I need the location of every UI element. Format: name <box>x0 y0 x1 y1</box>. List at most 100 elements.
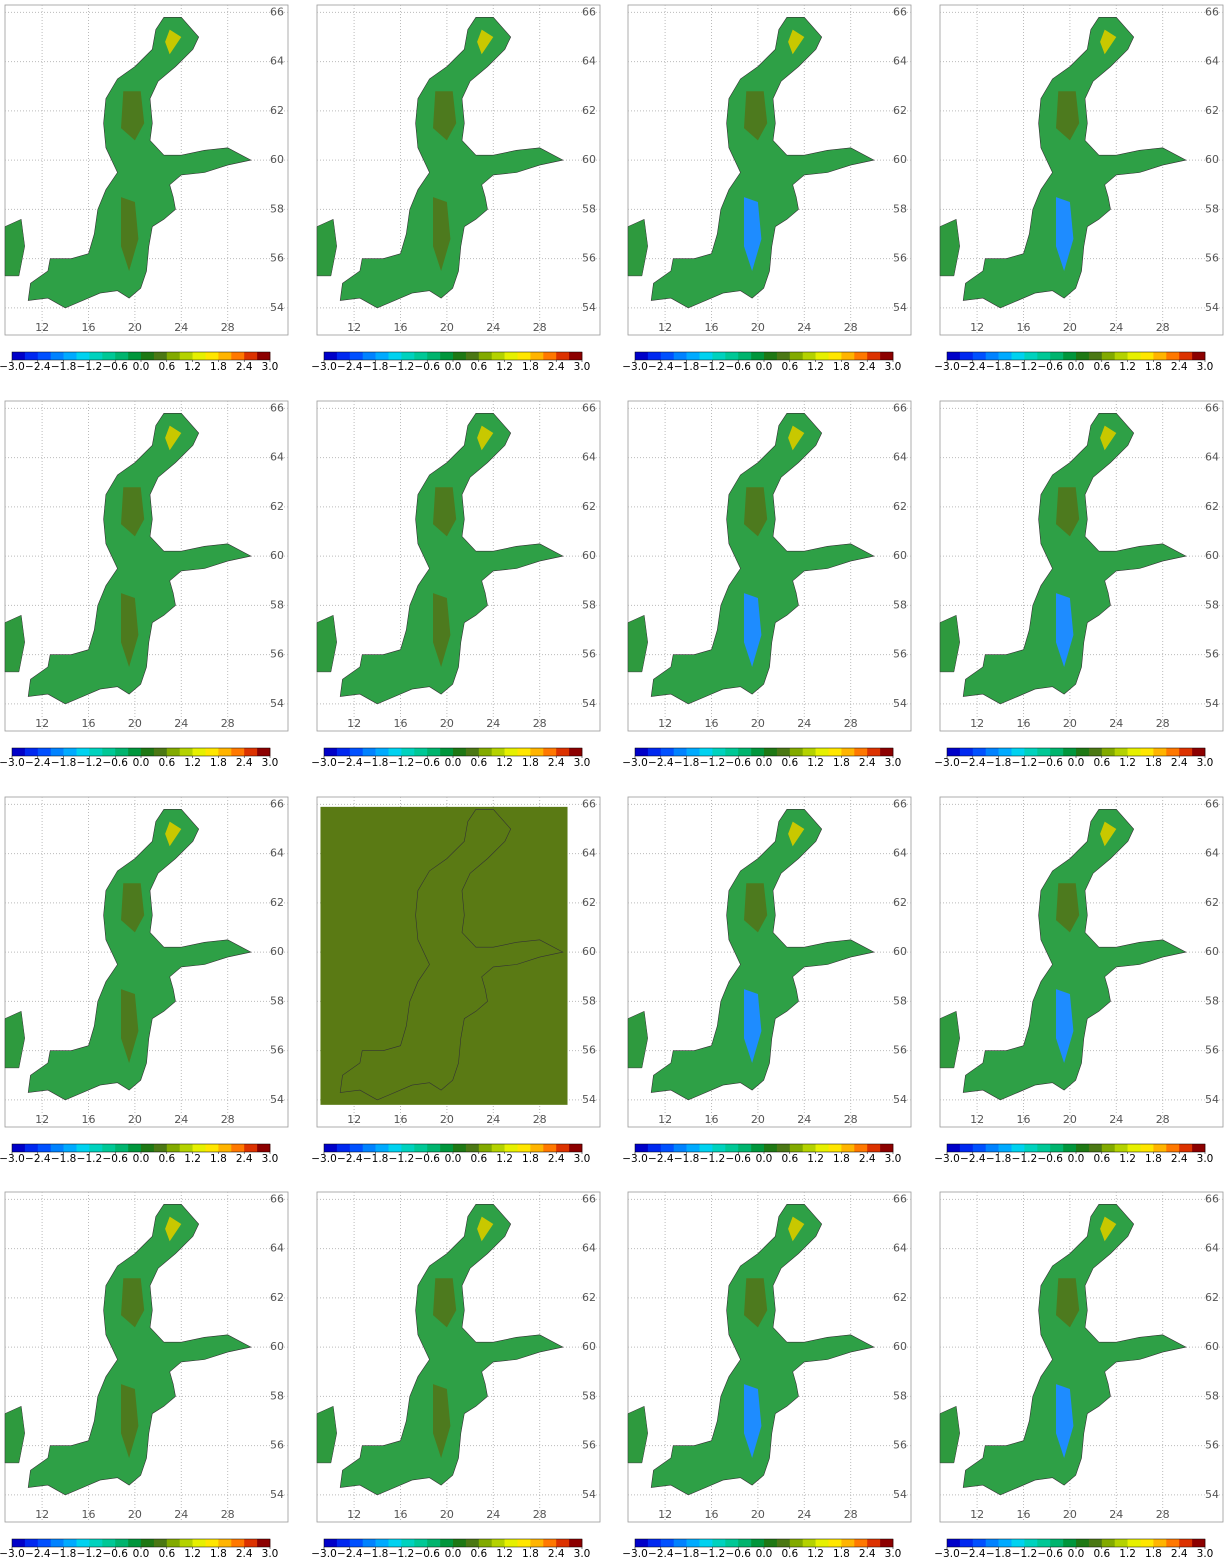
lat-tick-label: 60 <box>582 153 596 166</box>
lon-tick-label: 20 <box>1063 321 1077 334</box>
colorbar-segment <box>466 748 479 756</box>
colorbar-segment <box>505 1144 518 1152</box>
colorbar-segment <box>1141 1539 1154 1547</box>
lat-tick-label: 58 <box>270 994 284 1007</box>
colorbar-tick-label: 1.2 <box>807 361 824 373</box>
colorbar-segment <box>102 1144 115 1152</box>
colorbar-segment <box>1153 1144 1166 1152</box>
colorbar-segment <box>816 1144 829 1152</box>
colorbar-segment <box>244 748 257 756</box>
colorbar-segment <box>712 1144 725 1152</box>
colorbar-tick-label: 3.0 <box>262 757 279 769</box>
colorbar-tick-label: 0.6 <box>158 1153 175 1165</box>
lon-tick-label: 28 <box>1156 1113 1170 1126</box>
colorbar-tick-label: −0.6 <box>414 1548 440 1560</box>
colorbar-segment <box>1153 1539 1166 1547</box>
colorbar-segment <box>816 1539 829 1547</box>
lat-tick-label: 60 <box>270 1340 284 1353</box>
colorbar-segment <box>960 352 973 360</box>
colorbar-tick-label: 1.2 <box>1119 1153 1136 1165</box>
colorbar-segment <box>1128 1144 1141 1152</box>
colorbar-segment <box>141 748 154 756</box>
colorbar-tick-label: −0.6 <box>1037 1548 1063 1560</box>
colorbar-tick-label: 3.0 <box>262 361 279 373</box>
lat-tick-label: 56 <box>270 252 284 265</box>
colorbar-segment <box>777 748 790 756</box>
colorbar: −3.0−2.4−1.8−1.2−0.60.00.61.21.82.43.0 <box>622 1144 901 1165</box>
lon-tick-label: 12 <box>970 1113 984 1126</box>
lat-tick-label: 64 <box>893 451 907 464</box>
lat-tick-label: 62 <box>1205 104 1219 117</box>
colorbar-segment <box>154 748 167 756</box>
colorbar-segment <box>363 1144 376 1152</box>
lon-tick-label: 28 <box>533 321 547 334</box>
colorbar-segment <box>466 1144 479 1152</box>
colorbar-segment <box>960 748 973 756</box>
colorbar-segment <box>1012 352 1025 360</box>
colorbar-segment <box>25 1539 38 1547</box>
lat-tick-label: 64 <box>270 847 284 860</box>
colorbar-segment <box>25 1144 38 1152</box>
lon-tick-label: 16 <box>705 717 719 730</box>
colorbar-segment <box>257 352 270 360</box>
lon-tick-label: 16 <box>1017 1508 1031 1521</box>
lat-tick-label: 62 <box>582 500 596 513</box>
colorbar-tick-label: 2.4 <box>236 757 253 769</box>
lon-tick-label: 16 <box>394 1508 408 1521</box>
colorbar-tick-label: 0.6 <box>470 1153 487 1165</box>
colorbar-segment <box>764 1144 777 1152</box>
colorbar-segment <box>569 748 582 756</box>
colorbar-segment <box>1089 352 1102 360</box>
colorbar-segment <box>389 1144 402 1152</box>
colorbar-segment <box>324 352 337 360</box>
lon-tick-label: 16 <box>394 321 408 334</box>
colorbar-segment <box>518 352 531 360</box>
colorbar-segment <box>674 352 687 360</box>
colorbar-segment <box>350 748 363 756</box>
lat-tick-label: 56 <box>1205 1439 1219 1452</box>
colorbar-segment <box>816 748 829 756</box>
lat-tick-label: 60 <box>1205 549 1219 562</box>
colorbar-tick-label: 0.0 <box>1068 361 1085 373</box>
colorbar-segment <box>999 352 1012 360</box>
colorbar-segment <box>880 1539 893 1547</box>
colorbar-segment <box>1192 352 1205 360</box>
colorbar-tick-label: −3.0 <box>622 757 648 769</box>
colorbar-tick-label: 2.4 <box>236 361 253 373</box>
colorbar-segment <box>999 1539 1012 1547</box>
colorbar-segment <box>973 1539 986 1547</box>
colorbar-segment <box>880 1144 893 1152</box>
lon-tick-label: 28 <box>221 1508 235 1521</box>
colorbar-tick-label: 3.0 <box>885 361 902 373</box>
colorbar-segment <box>1012 748 1025 756</box>
colorbar-segment <box>414 352 427 360</box>
lat-tick-label: 54 <box>1205 1093 1219 1106</box>
colorbar-segment <box>206 1539 219 1547</box>
colorbar-tick-label: 1.8 <box>210 1153 227 1165</box>
colorbar-tick-label: 2.4 <box>1171 757 1188 769</box>
colorbar-segment <box>453 352 466 360</box>
colorbar-tick-label: −0.6 <box>725 1153 751 1165</box>
lat-tick-label: 54 <box>893 1093 907 1106</box>
colorbar-segment <box>180 1144 193 1152</box>
lat-tick-label: 58 <box>1205 994 1219 1007</box>
page: 121620242854565860626466−3.0−2.4−1.8−1.2… <box>0 0 1225 1564</box>
colorbar-segment <box>154 1539 167 1547</box>
colorbar-tick-label: 1.8 <box>1145 1153 1162 1165</box>
lon-tick-label: 16 <box>705 321 719 334</box>
colorbar-tick-label: 3.0 <box>1197 757 1214 769</box>
colorbar-tick-label: −0.6 <box>102 1153 128 1165</box>
lon-tick-label: 12 <box>658 1113 672 1126</box>
colorbar-segment <box>389 748 402 756</box>
colorbar-segment <box>751 352 764 360</box>
colorbar-segment <box>324 1539 337 1547</box>
colorbar-segment <box>244 1144 257 1152</box>
colorbar-segment <box>376 352 389 360</box>
colorbar-tick-label: 0.6 <box>470 757 487 769</box>
colorbar-segment <box>1115 1144 1128 1152</box>
colorbar-segment <box>363 748 376 756</box>
colorbar-segment <box>687 1144 700 1152</box>
colorbar-segment <box>1153 748 1166 756</box>
colorbar-tick-label: 1.2 <box>496 757 513 769</box>
colorbar-segment <box>51 352 64 360</box>
